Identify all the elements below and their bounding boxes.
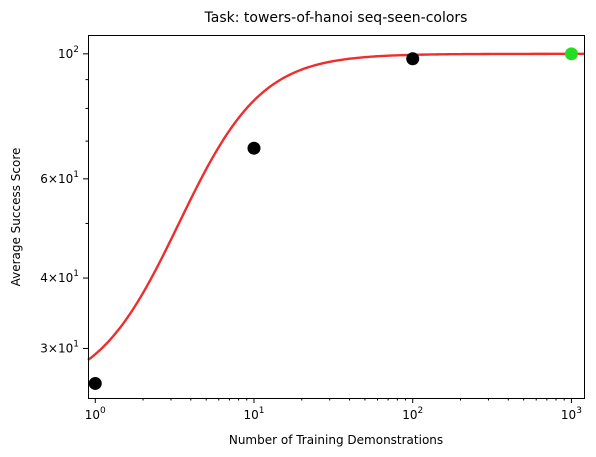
- y-tick-label-2: 6×101: [40, 170, 79, 186]
- x-tick-label-1: 101: [243, 406, 264, 422]
- data-point-4: [564, 47, 578, 61]
- chart-title: Task: towers-of-hanoi seq-seen-colors: [204, 10, 468, 26]
- y-tick-label-1: 4×101: [40, 269, 79, 285]
- x-tick-label-0: 100: [85, 406, 106, 422]
- plot-area: [87, 47, 584, 390]
- x-tick-label-3: 103: [561, 406, 582, 422]
- data-point-2: [247, 141, 261, 155]
- x-axis-label: Number of Training Demonstrations: [229, 433, 443, 447]
- fit-curve: [87, 52, 584, 361]
- axes-frame: [88, 35, 585, 399]
- x-tick-label-2: 102: [402, 406, 423, 422]
- y-axis-label: Average Success Score: [9, 148, 23, 287]
- y-tick-label-3: 102: [58, 45, 79, 61]
- data-point-3: [406, 52, 420, 66]
- x-axis: 100 101 102 103: [85, 398, 582, 422]
- y-axis: 3×101 4×101 6×101 102: [40, 45, 88, 355]
- data-point-1: [88, 376, 102, 390]
- y-tick-label-0: 3×101: [40, 339, 79, 355]
